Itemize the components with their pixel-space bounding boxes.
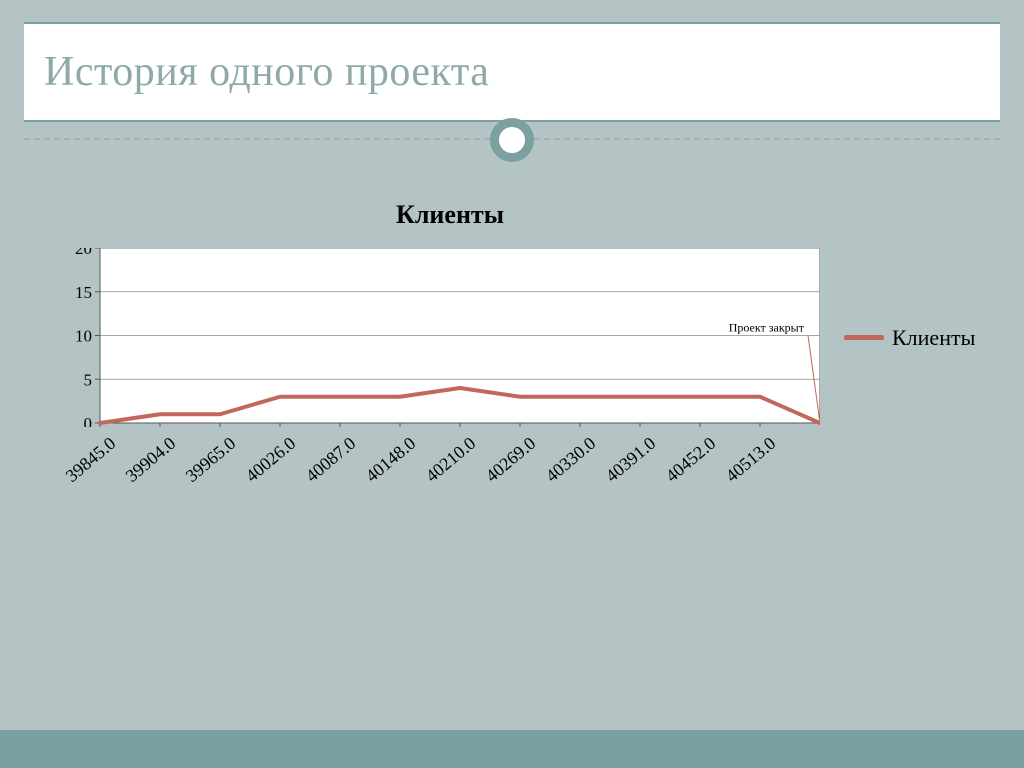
svg-text:15: 15: [75, 283, 92, 302]
legend-swatch: [844, 335, 884, 340]
chart-row: 05101520Проект закрыт Клиенты: [60, 248, 960, 427]
svg-text:20: 20: [75, 248, 92, 258]
slide-title: История одного проекта: [44, 48, 489, 96]
svg-text:10: 10: [75, 327, 92, 346]
svg-text:0: 0: [84, 414, 93, 427]
chart-xlabels: 39845.039904.039965.040026.040087.040148…: [100, 427, 820, 507]
chart-title: Клиенты: [60, 200, 960, 230]
chart-xlabel: 40452.0: [661, 433, 719, 487]
chart-xlabel: 40513.0: [721, 433, 779, 487]
chart-xlabel: 40391.0: [601, 433, 659, 487]
bottom-bar: [0, 730, 1024, 768]
chart-xlabel: 40330.0: [541, 433, 599, 487]
title-band: История одного проекта: [24, 22, 1000, 122]
legend-label: Клиенты: [892, 325, 975, 351]
slide: История одного проекта Клиенты 0 5 10 15 20 П…: [0, 0, 1024, 768]
chart-xlabel: 40269.0: [481, 433, 539, 487]
chart-xlabel: 40087.0: [301, 433, 359, 487]
svg-text:Проект закрыт: Проект закрыт: [729, 321, 805, 335]
chart-plot: 0 5 10 15 20 Проект закрыт: [60, 248, 820, 427]
chart-xlabel: 39904.0: [121, 433, 179, 487]
svg-text:5: 5: [84, 370, 93, 389]
chart: Клиенты 05101520Проект закрыт Клиенты 39…: [60, 200, 960, 507]
chart-xlabel: 39845.0: [61, 433, 119, 487]
chart-xlabel: 40210.0: [421, 433, 479, 487]
circle-ornament-icon: [490, 118, 534, 162]
chart-svg: 0 5 10 15 20 Проект закрыт: [60, 248, 820, 427]
chart-xlabel: 40148.0: [361, 433, 419, 487]
chart-legend: Клиенты: [844, 325, 975, 351]
chart-xlabel: 39965.0: [181, 433, 239, 487]
chart-xlabel: 40026.0: [241, 433, 299, 487]
